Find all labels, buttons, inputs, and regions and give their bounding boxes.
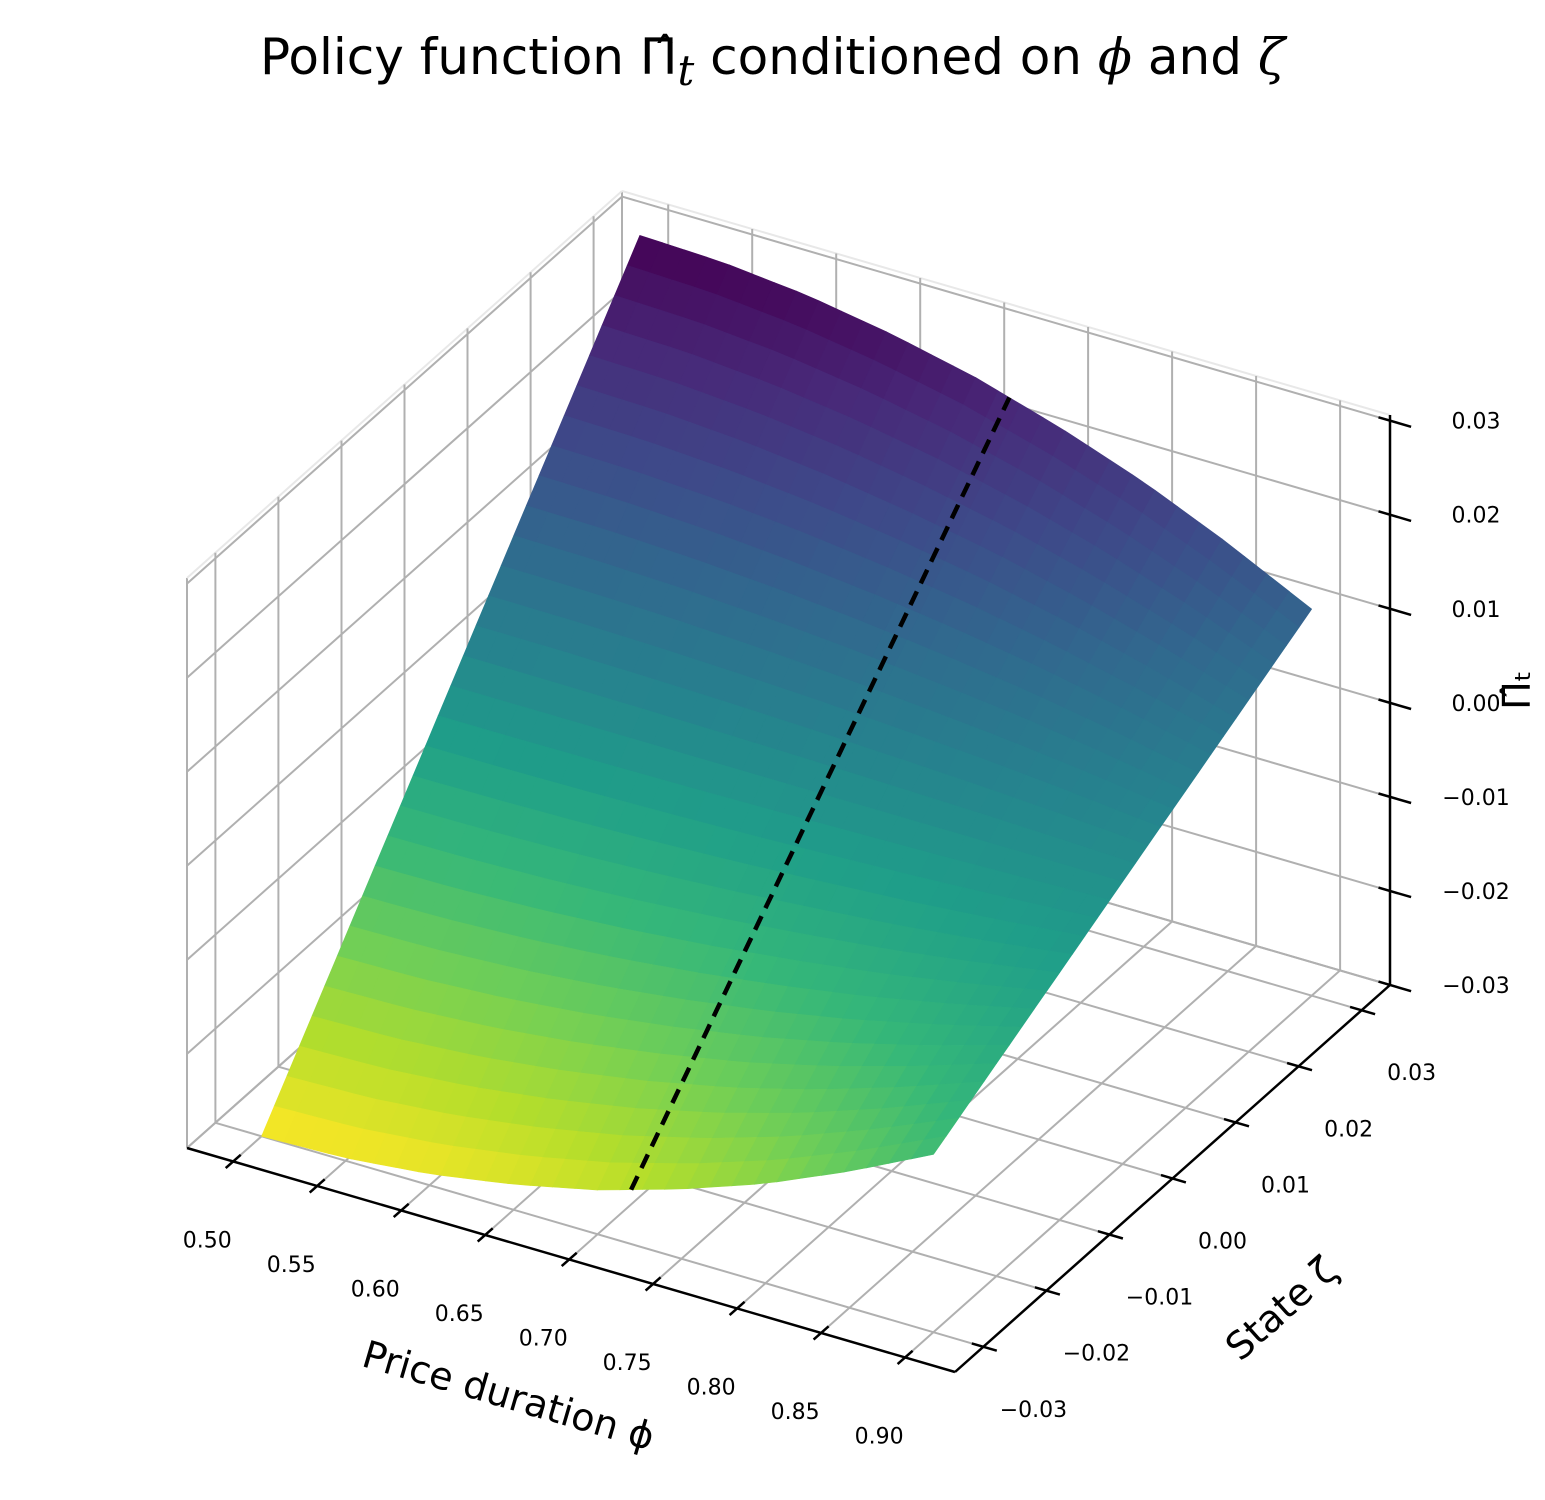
z-tick [1378,792,1412,805]
z-tick-label: 0.01 [1452,598,1501,623]
z-tick-label: −0.01 [1442,786,1509,811]
back-grid-line [621,195,1391,422]
z-tick [1378,416,1412,429]
y-tick-label: −0.02 [1063,1342,1130,1367]
title-subscript: t [677,46,695,95]
y-tick-label: 0.03 [1387,1061,1436,1086]
title-symbol-phi: ϕ [1097,28,1132,86]
y-tick [1349,1005,1376,1016]
y-tick [1097,1230,1124,1240]
x-tick [560,1251,578,1268]
x-axis-line [186,1146,956,1374]
x-tick [224,1153,242,1170]
title-symbol-zeta: ζ [1257,28,1285,86]
dashed-line [629,396,1012,1191]
x-tick [896,1349,914,1366]
y-tick [1034,1286,1061,1296]
y-tick [1286,1061,1313,1072]
x-tick-label: 0.80 [687,1376,736,1401]
surface [261,235,1313,1191]
z-tick-label: −0.02 [1442,880,1509,905]
y-tick-label: −0.01 [1126,1286,1193,1311]
y-tick-label: 0.01 [1261,1173,1310,1198]
surface-cell [910,1135,947,1160]
floor-grid-line [215,1121,984,1348]
y-tick-label: −0.03 [1000,1398,1067,1423]
z-tick [1378,604,1412,617]
y-tick-label: 0.02 [1324,1117,1373,1142]
x-tick-label: 0.85 [771,1400,820,1425]
title-text-2: conditioned on [694,28,1098,86]
x-tick-label: 0.50 [183,1229,232,1254]
z-tick [1378,980,1412,993]
side-grid-line [186,384,623,773]
y-axis-label: State ζ [1217,1248,1346,1370]
z-tick [1378,510,1412,523]
side-grid-line [186,195,623,585]
title-text: Policy function [260,28,640,86]
z-axis-label: Π̂ₜ [1495,670,1539,710]
side-grid-line [186,289,623,679]
x-tick-label: 0.70 [519,1327,568,1352]
x-tick [812,1325,830,1341]
x-tick [644,1276,662,1292]
dashed-line-group [629,396,1012,1191]
x-tick-label: 0.55 [267,1253,316,1278]
title-symbol-pi-hat: Π̂ [639,28,678,86]
x-tick [308,1178,326,1194]
x-tick [392,1202,410,1219]
y-tick [1223,1117,1250,1128]
chart-title: Policy function Π̂t conditioned on ϕ and… [0,28,1545,95]
z-tick-label: 0.00 [1452,692,1501,717]
pane-edge [621,190,1391,416]
axes: 0.50 0.55 0.60 0.65 0.70 0.75 0.80 0.85 0.90 −0.0… [183,410,1510,1450]
x-tick-label: 0.65 [435,1302,484,1327]
y-tick-label: 0.00 [1198,1230,1247,1255]
z-tick-label: 0.03 [1452,410,1501,435]
x-tick-label: 0.75 [603,1351,652,1376]
z-tick-label: −0.03 [1442,974,1509,999]
x-tick-label: 0.60 [351,1278,400,1303]
title-text-3: and [1131,28,1258,86]
y-tick [1160,1173,1187,1184]
z-tick [1378,886,1412,899]
x-tick-label: 0.90 [855,1424,904,1449]
y-tick [971,1342,998,1352]
z-tick-label: 0.02 [1452,504,1501,529]
x-tick [728,1300,746,1317]
x-tick [476,1227,494,1243]
z-tick [1378,698,1412,711]
